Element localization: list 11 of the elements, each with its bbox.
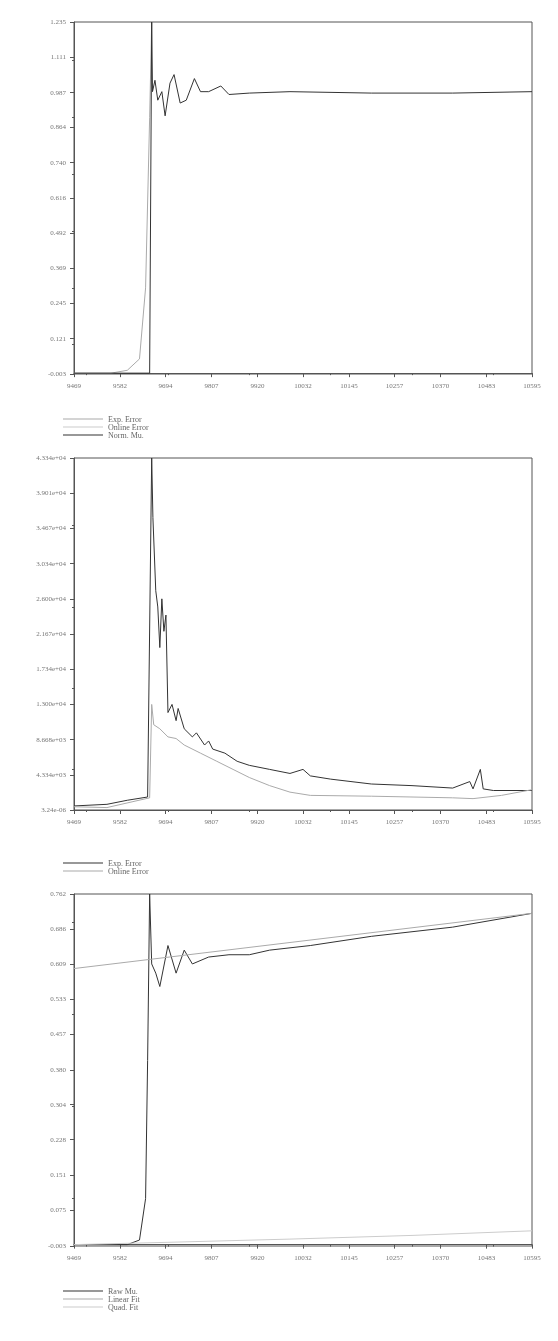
line-series xyxy=(73,457,533,807)
legend-label: Online Error xyxy=(108,866,149,876)
legend-label: Exp. Error xyxy=(108,414,143,424)
line-series xyxy=(73,21,533,374)
legend-label: Online Error xyxy=(108,422,149,432)
legend-label: Quad. Fit xyxy=(108,1302,139,1312)
legend-label: Raw Mu. xyxy=(108,1286,138,1296)
legend-label: Exp. Error xyxy=(108,858,143,868)
legend-label: Norm. Mu. xyxy=(108,430,144,440)
line-series xyxy=(73,893,533,1246)
legend-label: Linear Fit xyxy=(108,1294,141,1304)
